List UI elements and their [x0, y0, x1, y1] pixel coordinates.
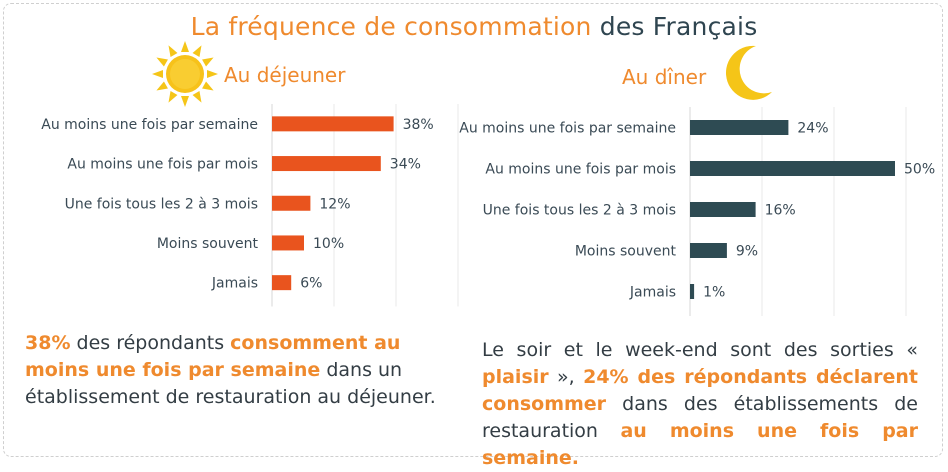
- dinner-section-title: Au dîner: [622, 65, 707, 89]
- dinner-summary-text1: Le soir et le week-end sont des sorties …: [482, 339, 918, 361]
- lunch-chart: Au moins une fois par semaine 38% Au moins…: [41, 104, 459, 307]
- dinner-category-label: Au moins une fois par semaine: [459, 121, 676, 137]
- lunch-section-title: Au déjeuner: [224, 63, 346, 87]
- lunch-bar: [272, 195, 311, 211]
- lunch-value-label: 38%: [403, 117, 434, 133]
- lunch-bar: [272, 275, 292, 291]
- dinner-summary: Le soir et le week-end sont des sorties …: [482, 337, 918, 472]
- dinner-value-label: 16%: [765, 203, 796, 219]
- lunch-value-label: 10%: [313, 236, 344, 252]
- moon-icon: [725, 45, 772, 100]
- dinner-category-label: Au moins une fois par mois: [485, 162, 676, 178]
- lunch-summary-pct: 38%: [25, 332, 71, 354]
- lunch-value-label: 34%: [390, 157, 421, 173]
- lunch-bar: [272, 116, 394, 132]
- dinner-summary-plaisir: plaisir: [482, 366, 549, 388]
- lunch-summary-text2: dans un établissement de restauration au…: [25, 359, 436, 408]
- sun-rays: [152, 41, 218, 107]
- dinner-category-label: Jamais: [629, 285, 676, 301]
- dinner-summary-text3: dans des établissements de restauration: [482, 393, 918, 442]
- dinner-bar: [690, 243, 727, 258]
- dinner-value-label: 50%: [904, 162, 935, 178]
- page-title: La fréquence de consommation des Françai…: [0, 12, 948, 41]
- dinner-bar: [690, 202, 756, 217]
- lunch-value-label: 6%: [300, 276, 322, 292]
- dinner-summary-highlight: 24% des répondants déclarent consommer: [482, 366, 918, 415]
- lunch-category-label: Moins souvent: [157, 236, 259, 252]
- lunch-summary-text1: des répondants: [70, 332, 231, 354]
- lunch-category-label: Jamais: [211, 276, 258, 292]
- lunch-category-label: Au moins une fois par mois: [67, 157, 258, 173]
- dinner-bar: [690, 161, 895, 176]
- dinner-bar: [690, 120, 789, 135]
- dinner-summary-text2: »,: [548, 366, 584, 388]
- lunch-summary: 38% des répondants consomment au moins u…: [25, 330, 465, 411]
- lunch-category-label: Une fois tous les 2 à 3 mois: [65, 196, 258, 212]
- card-frame: [3, 3, 943, 457]
- dinner-category-label: Moins souvent: [575, 244, 677, 260]
- lunch-bar: [272, 235, 304, 251]
- dinner-value-label: 9%: [736, 244, 758, 260]
- dinner-category-label: Une fois tous les 2 à 3 mois: [483, 203, 676, 219]
- lunch-category-label: Au moins une fois par semaine: [41, 117, 258, 133]
- sun-icon: [152, 41, 218, 107]
- dinner-chart: Au moins une fois par semaine 24% Au moins…: [459, 107, 935, 316]
- lunch-summary-highlight: consomment au moins une fois par semaine: [25, 332, 401, 381]
- lunch-value-label: 12%: [319, 196, 350, 212]
- title-highlight: La fréquence de consommation: [190, 12, 592, 41]
- dinner-bar: [690, 284, 695, 299]
- title-rest: des Français: [599, 12, 758, 41]
- dinner-value-label: 24%: [797, 121, 828, 137]
- lunch-bar: [272, 156, 381, 172]
- dinner-value-label: 1%: [703, 285, 725, 301]
